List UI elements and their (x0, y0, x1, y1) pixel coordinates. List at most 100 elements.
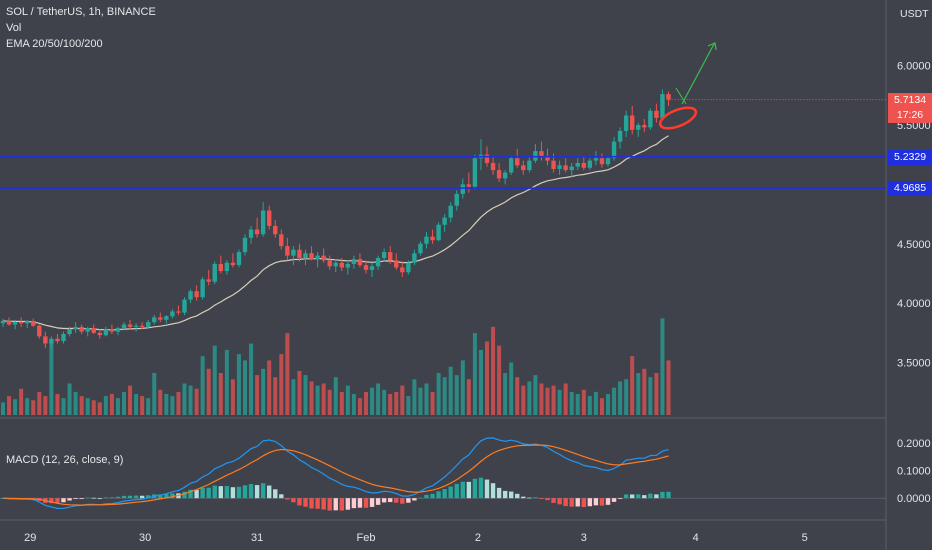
candle-body (121, 324, 127, 329)
candle (176, 305, 181, 315)
candle (43, 331, 48, 349)
candle-body (273, 225, 278, 235)
trend-arrow-tail (675, 87, 687, 105)
time-tick-label: 2 (475, 532, 481, 544)
volume-bar (388, 394, 393, 415)
macd-histogram-bar (611, 498, 617, 502)
volume-bar (606, 394, 610, 415)
volume-bar (194, 388, 199, 415)
volume-bar (357, 398, 362, 415)
candle (412, 249, 417, 266)
candle-body (43, 336, 48, 344)
currency-label: USDT (900, 8, 929, 20)
candle-body (224, 262, 230, 272)
macd-histogram-bar (412, 498, 417, 501)
candle-body (327, 260, 332, 267)
macd-histogram-bar (581, 498, 586, 508)
macd-histogram-bar (388, 498, 393, 503)
macd-histogram-bar (648, 493, 653, 499)
volume-bar (630, 356, 635, 415)
volume-bar (140, 396, 145, 415)
macd-histogram-bar (248, 484, 254, 499)
candle (146, 319, 151, 329)
candle-body (25, 320, 30, 324)
candle-body (557, 165, 562, 169)
macd-histogram-bar (436, 491, 441, 499)
macd-histogram-bar (636, 494, 641, 499)
candle-body (97, 332, 102, 336)
candle (91, 324, 96, 334)
macd-histogram-bar (605, 498, 611, 505)
trend-arrow-shaft (681, 43, 715, 105)
candle (297, 243, 302, 262)
candle-body (109, 329, 115, 332)
candle (630, 106, 635, 135)
candle-body (648, 110, 653, 128)
macd-histogram-bar (224, 486, 230, 499)
candle-body (496, 170, 502, 179)
macd-histogram-bar (182, 491, 187, 499)
volume-bar (418, 387, 423, 415)
candle-body (636, 125, 641, 130)
volume-bar (31, 400, 36, 415)
candle-body (484, 154, 490, 163)
time-tick-label: 29 (24, 532, 36, 544)
candle (575, 158, 580, 171)
volume-bar (315, 385, 320, 415)
candle-body (260, 210, 266, 235)
level-tag-lower: 4.9685 (888, 181, 932, 197)
macd-legend: MACD (12, 26, close, 9) (6, 454, 124, 466)
candle (127, 319, 133, 330)
candle-body (176, 311, 181, 313)
volume-bar (134, 394, 139, 415)
volume-bar (551, 385, 556, 415)
candle-body (127, 324, 133, 327)
candle-body (448, 205, 453, 218)
macd-histogram-bar (91, 497, 96, 499)
volume-bar (521, 385, 526, 415)
candle (648, 108, 653, 130)
volume-bar (170, 396, 175, 415)
candle-body (539, 151, 544, 156)
candle-body (182, 299, 187, 313)
candle (6, 317, 12, 326)
candle (400, 261, 405, 277)
macd-histogram-bar (55, 498, 60, 504)
candle-body (85, 328, 90, 332)
volume-bar (224, 349, 229, 415)
candle-body (630, 115, 635, 130)
axes: 6.0000 5.5000 4.5000 4.0000 3.5000 0.2000 0.10… (24, 61, 931, 544)
volume-bar (1, 402, 5, 415)
volume-bar (660, 318, 665, 415)
candle (509, 155, 514, 175)
volume-bar (666, 360, 671, 415)
volume-bar (182, 383, 187, 415)
candle (496, 163, 502, 182)
candle-body (454, 193, 459, 206)
candle (490, 155, 496, 175)
candle (351, 255, 357, 269)
volume-bar (61, 398, 66, 415)
volume-bar (509, 362, 514, 415)
macd-histogram-bar (206, 487, 211, 499)
macd-line (2, 437, 669, 510)
candle (55, 334, 60, 344)
candle (85, 326, 90, 337)
volume-bar (497, 345, 502, 415)
volume-bar (466, 379, 471, 415)
macd-histogram-bar (509, 491, 514, 499)
macd-tick-label: 0.1000 (897, 466, 931, 478)
macd-histogram-bar (545, 498, 550, 501)
ema-legend: EMA 20/50/100/200 (6, 38, 103, 50)
candle-body (242, 237, 248, 253)
volume-bar (400, 385, 405, 415)
candle (152, 315, 157, 325)
macd-histogram-bar (303, 498, 308, 507)
macd-histogram-bar (569, 498, 574, 507)
candle (188, 288, 193, 304)
candle (381, 248, 387, 262)
macd-histogram-bar (478, 477, 484, 499)
macd-histogram-bar (194, 489, 199, 499)
macd-histogram-bar (472, 478, 478, 499)
